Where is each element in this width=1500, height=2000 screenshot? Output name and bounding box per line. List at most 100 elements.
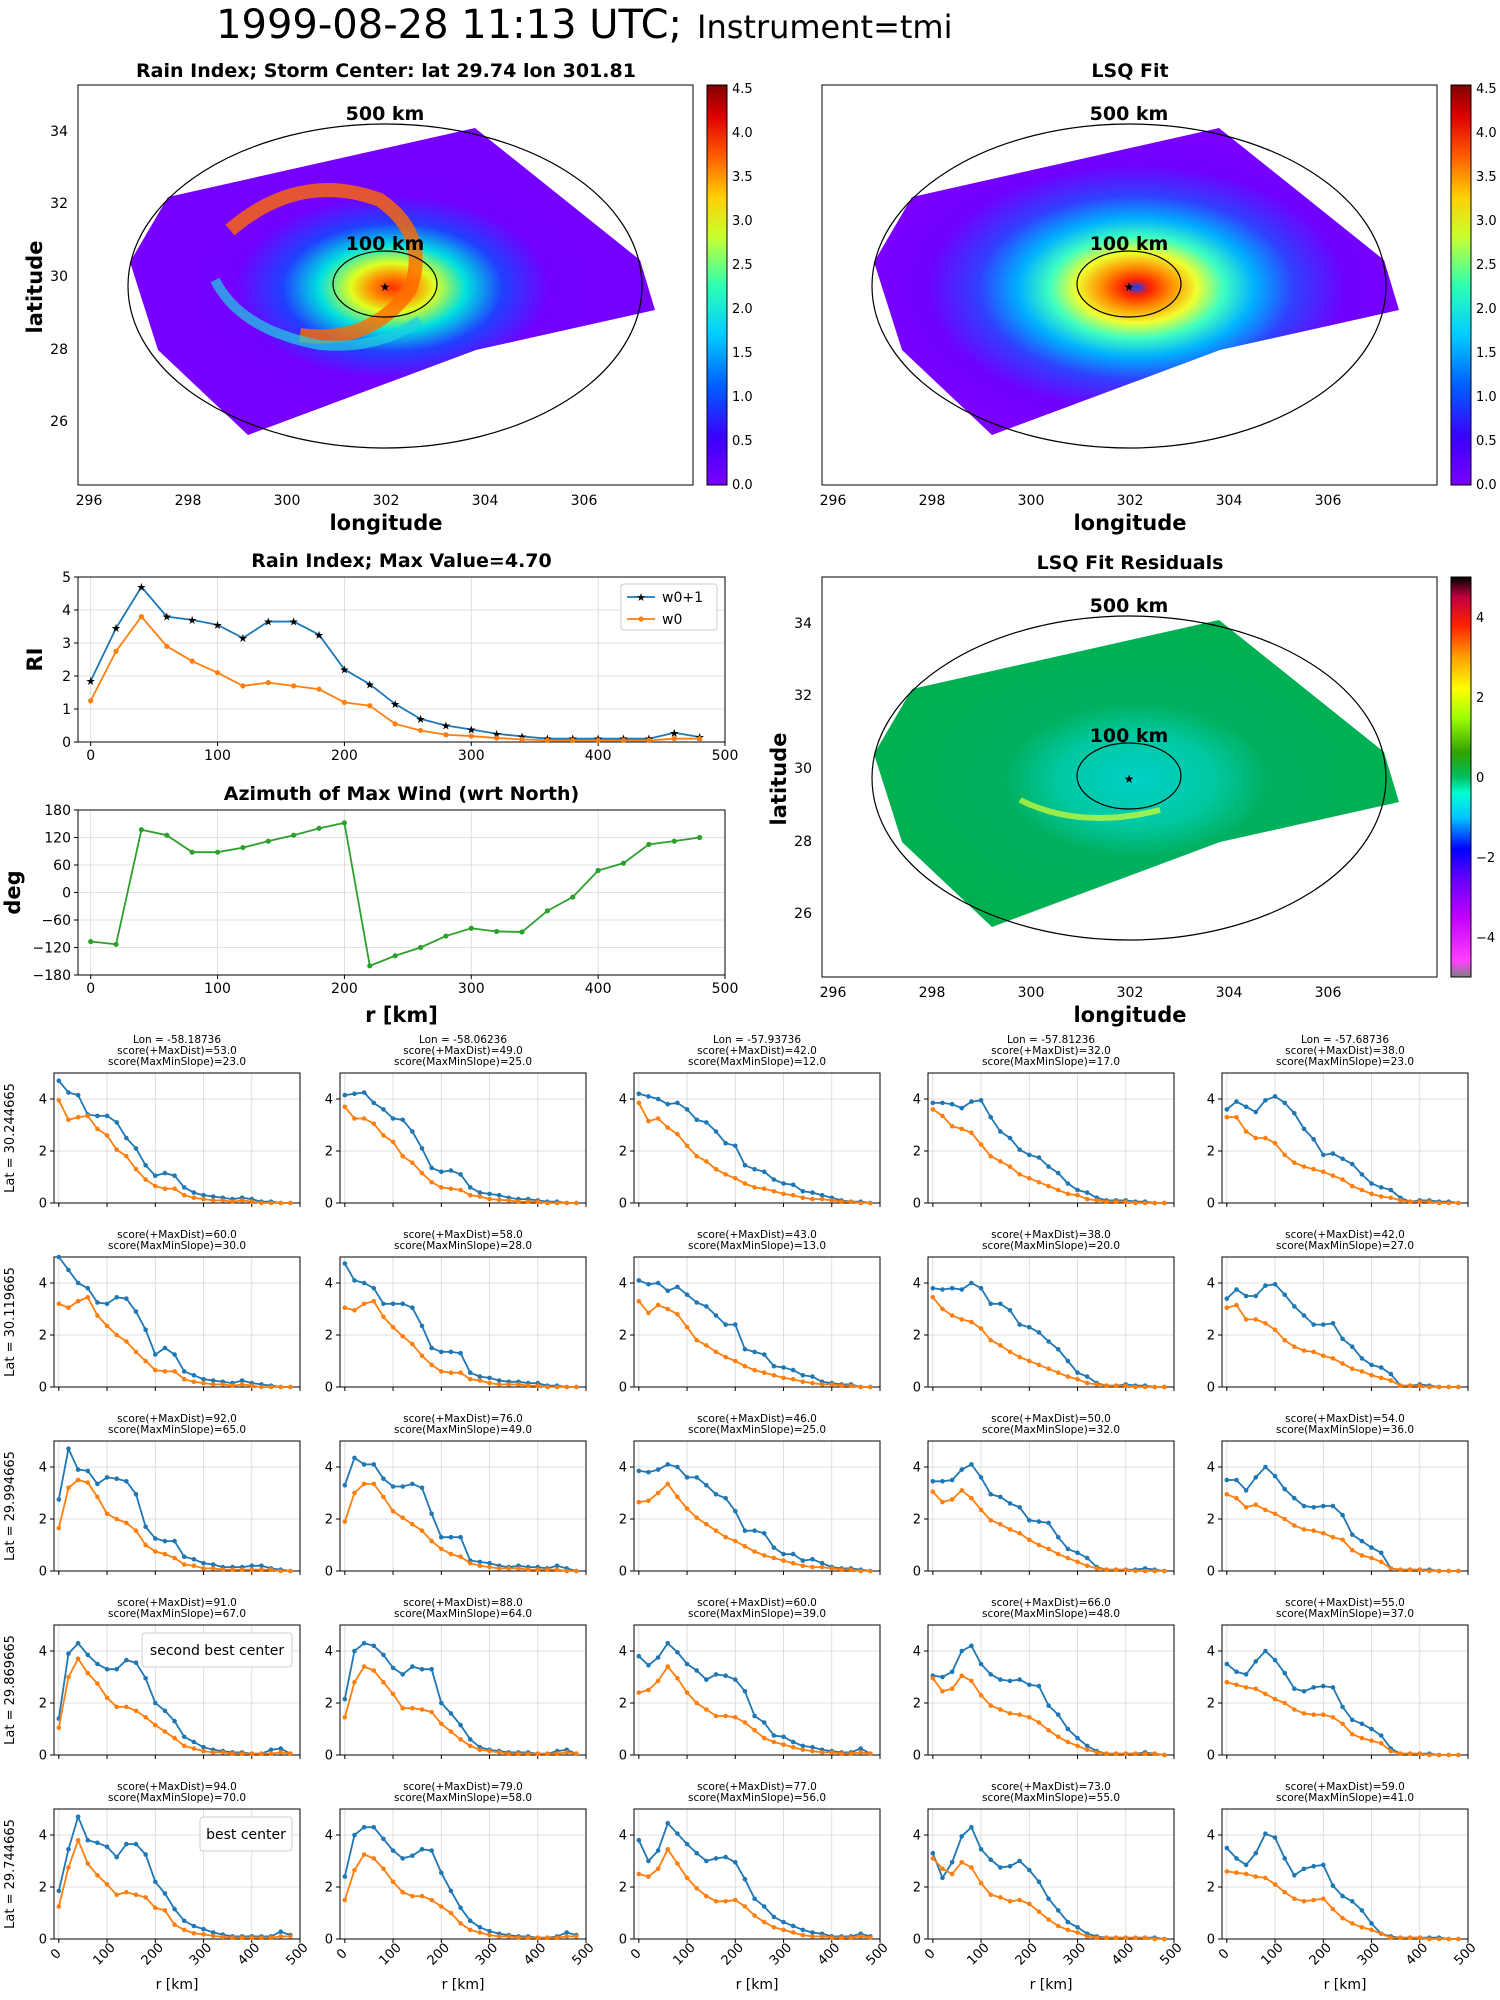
w0p1-point: ★ (441, 720, 451, 733)
w0-point (66, 1674, 71, 1680)
panel-score-maxdist: score(+MaxDist)=49.0 (403, 1045, 523, 1057)
w0p1-point (66, 1651, 71, 1656)
w0p1-point (1075, 1370, 1080, 1375)
w0p1-point (390, 1484, 396, 1489)
w0p1-point (342, 1261, 348, 1266)
y-tick-label: 0 (1207, 1381, 1215, 1396)
w0-point (694, 1700, 700, 1706)
w0p1-point (742, 1163, 748, 1168)
w0-point (1017, 1354, 1022, 1360)
w0p1-point (1075, 1735, 1080, 1741)
w0-point (410, 1341, 415, 1347)
w0p1-point (371, 1462, 377, 1467)
w0-point (636, 1100, 642, 1106)
w0-point (1253, 1686, 1259, 1691)
w0-point (230, 1935, 235, 1940)
w0p1-point (104, 1301, 110, 1307)
w0-point (655, 1866, 661, 1872)
rain-index-map: Rain Index; Storm Center: lat 29.74 lon … (23, 60, 753, 535)
w0p1-point (1311, 1322, 1316, 1327)
w0-point (761, 1553, 767, 1558)
w0p1-point (564, 1930, 570, 1935)
y-tick-label: 0 (325, 1933, 333, 1948)
w0-point (56, 1725, 62, 1730)
w0-point (1263, 1875, 1268, 1881)
w0p1-point (949, 1101, 955, 1107)
w0p1-point (732, 1508, 738, 1514)
w0p1-point (978, 1661, 984, 1667)
w0-point (959, 1126, 965, 1132)
w0p1-point (1263, 1283, 1268, 1288)
panel-lon-title: Lon = -57.68736 (1301, 1034, 1389, 1046)
w0-point (732, 1358, 738, 1364)
y-tick-label: 2 (39, 1881, 47, 1896)
w0-point (477, 1194, 483, 1199)
axes-frame (339, 1440, 587, 1572)
w0p1-point (723, 1322, 728, 1327)
w0p1-point (713, 1313, 719, 1318)
w0p1-point (371, 1285, 377, 1291)
w0-point (535, 1751, 541, 1756)
w0p1-point (477, 1925, 483, 1930)
y-tick-label: 2 (1207, 1513, 1215, 1528)
colorbar-tick: 3.5 (1476, 170, 1497, 185)
w0p1-point (1340, 1893, 1345, 1899)
y-tick-label: 4 (913, 1829, 921, 1844)
w0p1-point (477, 1559, 483, 1565)
w0-point (1398, 1751, 1403, 1756)
w0-point (1427, 1568, 1432, 1574)
w0-point (1055, 1551, 1061, 1557)
w0-point (800, 1379, 806, 1385)
xtick: 298 (175, 493, 202, 509)
w0-point (191, 1563, 197, 1569)
w0-point (732, 1897, 738, 1903)
w0p1-point (133, 1841, 139, 1847)
residuals-xticks: 296 298 300 302 304 306 (820, 985, 1342, 1001)
axes-frame (53, 1624, 301, 1756)
w0p1-point (181, 1554, 187, 1559)
w0p1-point (210, 1930, 216, 1935)
panel-score-slope: score(MaxMinSlope)=23.0 (108, 1056, 246, 1068)
w0p1-point (172, 1352, 177, 1357)
w0p1-point (152, 1879, 158, 1885)
w0p1-point (410, 1129, 415, 1134)
w0-point (574, 1751, 579, 1756)
ytick: 32 (794, 688, 812, 704)
w0-point (278, 1568, 284, 1574)
w0-point (704, 1707, 709, 1712)
w0p1-point (1282, 1856, 1288, 1861)
w0p1-point (1330, 1151, 1336, 1156)
w0-point (839, 1567, 844, 1572)
rain-index-colorbar-ticks: 0.0 0.5 1.0 1.5 2.0 2.5 3.0 3.5 4.0 4.5 (732, 82, 753, 493)
w0-point (1123, 1567, 1129, 1572)
w0p1-point (1026, 1324, 1032, 1330)
w0p1-point (1359, 1908, 1365, 1913)
w0-point (978, 1507, 984, 1513)
w0p1-point (723, 1495, 728, 1501)
xtick: 306 (1315, 985, 1342, 1001)
rain-index-yticks: 26 28 30 32 34 (50, 124, 68, 430)
w0-point (1094, 1566, 1100, 1571)
w0p1-point (400, 1856, 406, 1861)
w0p1-point (1369, 1545, 1374, 1550)
w0-point (646, 1118, 651, 1124)
w0p1-point (1301, 1503, 1307, 1509)
w0p1-point (162, 1345, 168, 1351)
y-tick-label: 0 (913, 1381, 921, 1396)
y-tick-label: 0 (619, 1933, 627, 1948)
w0p1-point (458, 1534, 463, 1540)
w0-point (1378, 1741, 1384, 1746)
w0-point (790, 1376, 796, 1382)
panel-score-maxdist: score(+MaxDist)=43.0 (697, 1229, 817, 1241)
w0p1-point (959, 1105, 965, 1111)
w0p1-point (1349, 1161, 1355, 1167)
w0p1-point (1234, 1856, 1239, 1861)
w0-point (88, 698, 94, 704)
y-tick-label: 0 (913, 1749, 921, 1764)
w0-point (114, 1147, 120, 1152)
xtick: 302 (1117, 985, 1144, 1001)
w0p1-point (723, 1140, 728, 1146)
w0-point (95, 1313, 100, 1318)
w0-point (220, 1382, 226, 1387)
